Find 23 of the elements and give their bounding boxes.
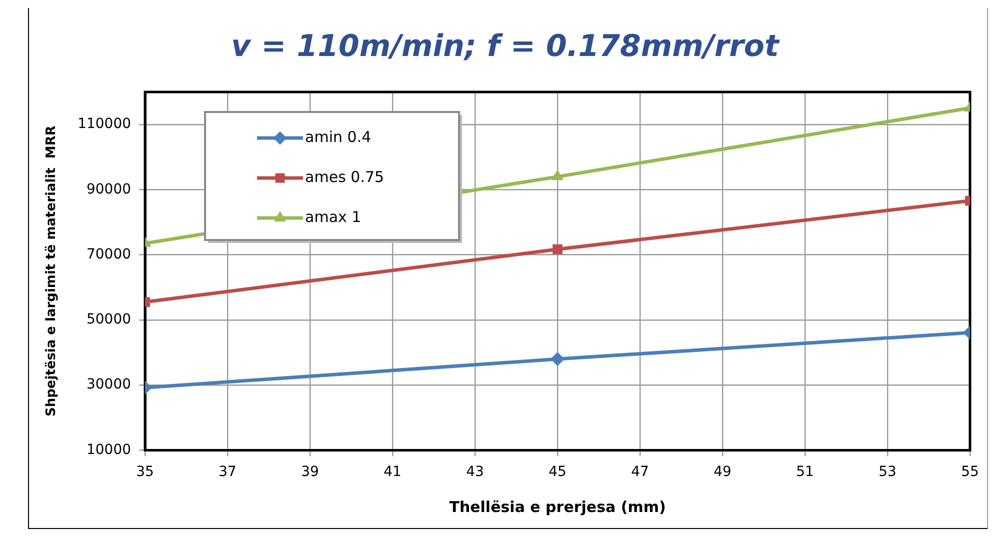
y-tick-label: 50000 [86,312,132,328]
x-tick-label: 35 [136,464,154,480]
x-axis-title: Thellësia e prerjesa (mm) [449,498,666,516]
x-tick-label: 47 [631,464,649,480]
x-tick-label: 45 [548,464,566,480]
legend-label: ames 0.75 [305,168,384,186]
x-tick-label: 53 [878,464,896,480]
y-tick-label: 90000 [86,181,132,198]
chart-title: v = 110m/min; f = 0.178mm/rrot [231,28,781,64]
y-tick-label: 70000 [86,246,132,262]
x-tick-label: 55 [961,464,979,480]
legend-label: amin 0.4 [305,128,372,146]
y-tick-label: 10000 [86,442,132,458]
x-tick-label: 51 [796,464,814,480]
x-tick-label: 41 [384,464,402,480]
legend-label: amax 1 [305,208,362,226]
x-tick-label: 37 [218,464,236,480]
x-tick-label: 43 [466,464,484,480]
y-tick-label: 30000 [86,376,132,393]
y-tick-label: 110000 [78,116,132,132]
x-tick-label: 39 [301,464,319,480]
y-axis-title: Shpejtësia e largimit të materialit MRR [44,126,60,417]
x-tick-label: 49 [714,464,732,480]
